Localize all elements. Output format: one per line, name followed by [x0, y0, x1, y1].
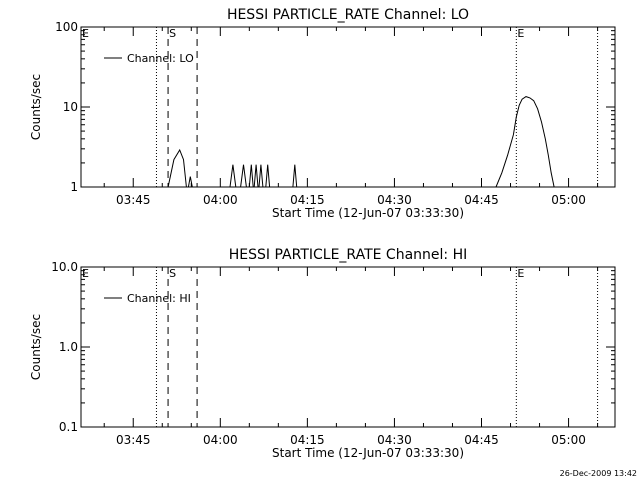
legend-label: Channel: LO	[127, 52, 194, 65]
x-axis-label: Start Time (12-Jun-07 03:33:30)	[272, 206, 464, 220]
x-tick-label: 04:00	[203, 433, 238, 447]
marker-label-E: E	[517, 27, 524, 40]
y-tick-label: 10	[63, 100, 78, 114]
x-tick-label: 04:45	[464, 193, 499, 207]
x-tick-label: 04:15	[290, 433, 325, 447]
y-tick-label: 0.1	[59, 420, 78, 434]
marker-label-S: S	[169, 27, 176, 40]
x-tick-label: 03:45	[116, 193, 151, 207]
x-tick-label: 04:45	[464, 433, 499, 447]
series-line-segment	[187, 176, 193, 188]
plot-frame	[80, 26, 616, 188]
chart-title: HESSI PARTICLE_RATE Channel: HI	[229, 247, 467, 263]
x-axis-label: Start Time (12-Jun-07 03:33:30)	[272, 446, 464, 460]
y-tick-label: 1	[70, 180, 78, 194]
y-axis-label: Counts/sec	[29, 314, 43, 380]
x-tick-label: 04:00	[203, 193, 238, 207]
x-tick-label: 05:00	[551, 433, 586, 447]
marker-label-E: E	[517, 267, 524, 280]
legend-label: Channel: HI	[127, 292, 191, 305]
x-tick-label: 03:45	[116, 433, 151, 447]
series-line-segment	[229, 164, 237, 188]
series-line-segment	[248, 164, 254, 188]
series-line-segment	[258, 164, 264, 188]
series-line-segment	[167, 148, 187, 188]
y-tick-label: 1.0	[59, 340, 78, 354]
x-tick-label: 05:00	[551, 193, 586, 207]
series-line-segment	[265, 164, 271, 188]
x-tick-label: 04:30	[377, 433, 412, 447]
y-tick-label: 100	[55, 20, 78, 34]
y-tick-label: 10.0	[51, 260, 78, 274]
series-line-segment	[495, 96, 555, 188]
chart-title: HESSI PARTICLE_RATE Channel: LO	[227, 7, 469, 23]
marker-label-E: E	[82, 27, 89, 40]
plot-frame	[80, 266, 616, 428]
series-line-segment	[240, 164, 247, 188]
footer-timestamp: 26-Dec-2009 13:42	[560, 469, 637, 478]
series-line-segment	[292, 164, 298, 188]
marker-label-S: S	[169, 267, 176, 280]
x-tick-label: 04:15	[290, 193, 325, 207]
marker-label-E: E	[82, 267, 89, 280]
y-axis-label: Counts/sec	[29, 74, 43, 140]
x-tick-label: 04:30	[377, 193, 412, 207]
series-line-segment	[253, 164, 259, 188]
